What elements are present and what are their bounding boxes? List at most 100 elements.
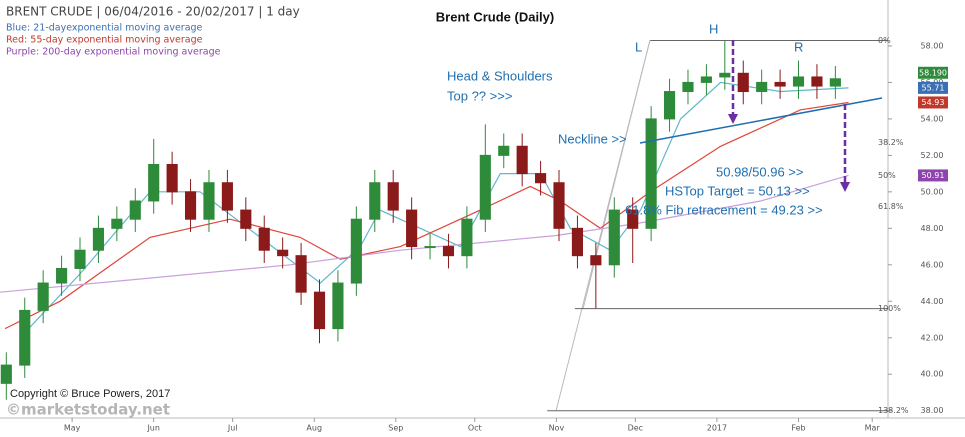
y-tick-label: 54.00 xyxy=(921,114,944,123)
y-tick-label: 42.00 xyxy=(921,333,944,342)
y-tick-label: 40.00 xyxy=(921,370,944,379)
candle-body xyxy=(92,227,104,251)
candle-body xyxy=(369,182,381,220)
annotation: L xyxy=(635,39,642,54)
header: BRENT CRUDE | 06/04/2016 - 20/02/2017 | … xyxy=(6,5,300,19)
candle-body xyxy=(682,81,694,93)
x-tick-label: Jul xyxy=(227,424,238,433)
candle-body xyxy=(111,218,123,229)
legend-entry: Purple: 200-day exponential moving avera… xyxy=(6,47,221,58)
candle-body xyxy=(792,76,805,87)
y-tick-label: 52.00 xyxy=(921,151,944,160)
last-value-box xyxy=(918,96,948,109)
candle-body xyxy=(240,209,252,229)
candle-body xyxy=(148,163,160,202)
last-value-label: 54.93 xyxy=(922,98,945,107)
last-value-label: 55.71 xyxy=(922,83,945,92)
candle-body xyxy=(166,163,178,193)
x-tick-label: Feb xyxy=(791,424,805,433)
candle-body xyxy=(258,227,270,251)
candle-body xyxy=(129,200,141,220)
annotation: Neckline >> xyxy=(558,131,627,146)
arrow-head xyxy=(840,182,850,192)
candle-body xyxy=(645,118,657,229)
candle-body xyxy=(756,81,768,93)
last-price-box xyxy=(918,66,948,79)
candle-body xyxy=(74,249,86,269)
legend-entry: Red: 55-day exponential moving average xyxy=(6,35,203,46)
candle-body xyxy=(0,364,12,384)
candle-body xyxy=(774,81,786,87)
legend: Blue: 21-dayexponential moving averageRe… xyxy=(6,23,221,58)
annotation: 50.98/50.96 >> xyxy=(716,164,803,179)
last-value-box xyxy=(918,169,948,182)
candle-body xyxy=(829,78,841,87)
y-tick-label: 48.00 xyxy=(921,224,944,233)
fib-label: 50% xyxy=(878,171,896,180)
candle-body xyxy=(37,282,49,311)
annotation: HSTop Target = 50.13 >> xyxy=(665,183,810,198)
candle-body xyxy=(479,154,491,220)
candle-body xyxy=(184,191,197,220)
arrow-head xyxy=(728,114,738,124)
annotation: 61.8% Fib retracement = 49.23 >> xyxy=(625,202,823,217)
x-tick-label: Nov xyxy=(549,424,565,433)
candle-body xyxy=(737,72,749,93)
candle-body xyxy=(590,255,602,266)
x-tick-label: Jun xyxy=(146,424,160,433)
candle-body xyxy=(663,91,676,120)
legend-entry: Blue: 21-dayexponential moving average xyxy=(6,23,203,34)
candle-body xyxy=(700,76,712,83)
fib-label: 0% xyxy=(878,36,891,45)
candle-body xyxy=(811,76,823,87)
annotation: R xyxy=(794,39,803,54)
last-value-label: 50.91 xyxy=(922,171,945,180)
x-tick-label: May xyxy=(64,424,81,433)
plot-marks xyxy=(0,39,888,412)
candle-body xyxy=(221,182,233,211)
candle-body xyxy=(313,291,326,330)
x-tick-label: Sep xyxy=(388,424,403,433)
fib-label: 138.2% xyxy=(878,406,909,415)
candle-body xyxy=(498,145,510,156)
candle-body xyxy=(56,267,68,284)
y-tick-label: 50.00 xyxy=(921,187,944,196)
x-tick-label: Oct xyxy=(468,424,482,433)
candle-body xyxy=(553,182,565,229)
copyright: Copyright © Bruce Powers, 2017 xyxy=(10,388,170,400)
candle-body xyxy=(516,145,528,175)
y-tick-label: 44.00 xyxy=(921,297,944,306)
candle-body xyxy=(332,282,344,330)
y-tick-label: 46.00 xyxy=(921,260,944,269)
x-tick-label: Mar xyxy=(865,424,881,433)
x-tick-label: Dec xyxy=(628,424,643,433)
candle-body xyxy=(535,173,547,184)
candle-body xyxy=(19,309,31,366)
chart-title: Brent Crude (Daily) xyxy=(436,9,554,24)
ma-line xyxy=(19,81,849,339)
y-tick-label: 58.00 xyxy=(921,41,944,50)
candle-body xyxy=(424,246,436,249)
candle-body xyxy=(608,209,620,266)
fib-label: 38.2% xyxy=(878,138,904,147)
fib-label: 100% xyxy=(878,304,901,313)
candle-body xyxy=(350,218,362,284)
x-tick-label: 2017 xyxy=(707,424,727,433)
candle-body xyxy=(277,249,289,257)
candle-body xyxy=(387,182,399,211)
candle-body xyxy=(571,227,584,257)
candle-body xyxy=(627,209,639,229)
candle-body xyxy=(295,255,307,293)
ma-line xyxy=(0,174,849,293)
annotation: Head & Shoulders xyxy=(447,68,553,83)
annotation: H xyxy=(709,21,718,36)
candle-body xyxy=(203,182,215,220)
candle-body xyxy=(719,72,731,78)
last-value-box xyxy=(918,81,948,94)
candle-body xyxy=(461,218,473,257)
y-tick-label: 38.00 xyxy=(921,406,944,415)
watermark: ©marketstoday.net xyxy=(6,401,170,419)
candle-body xyxy=(406,209,418,248)
